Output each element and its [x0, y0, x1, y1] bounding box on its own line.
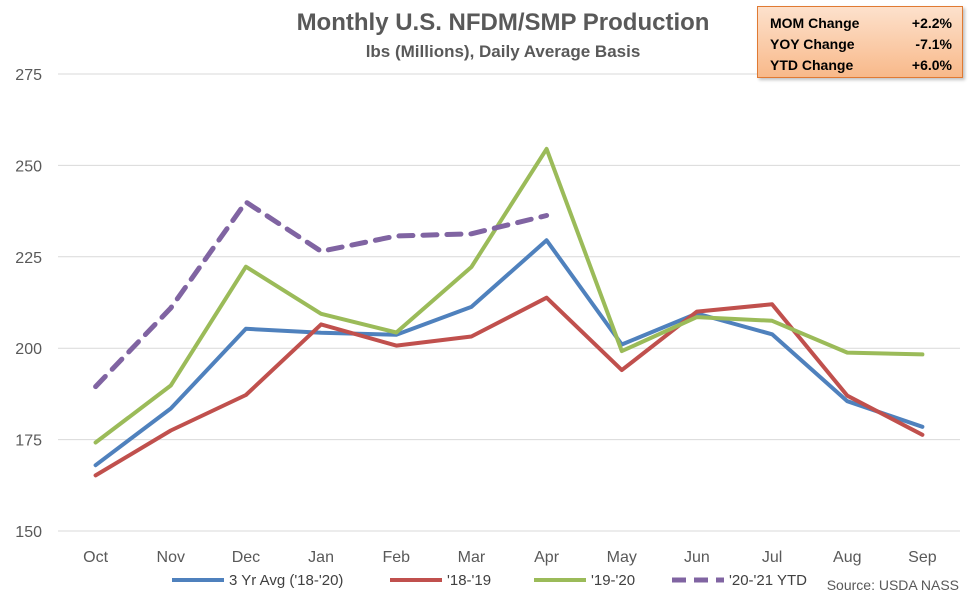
legend-label: '20-'21 YTD [729, 572, 807, 589]
stat-label: YOY Change [770, 36, 855, 52]
series-line [93, 146, 925, 445]
stats-box: MOM Change +2.2% YOY Change -7.1% YTD Ch… [757, 6, 963, 78]
legend-label: 3 Yr Avg ('18-'20) [229, 572, 343, 589]
y-axis-ticks: 150 175 200 225 250 275 [15, 67, 42, 541]
y-tick-label: 275 [15, 67, 42, 84]
x-tick-label: Jan [308, 549, 334, 566]
x-tick-label: Aug [833, 549, 861, 566]
x-tick-label: May [607, 549, 637, 566]
series-line [93, 238, 925, 468]
chart-subtitle: lbs (Millions), Daily Average Basis [366, 42, 641, 61]
stat-value: -7.1% [915, 36, 952, 52]
stat-row-ytd: YTD Change +6.0% [770, 55, 952, 76]
x-axis-ticks: Oct Nov Dec Jan Feb Mar Apr May Jun Jul Aug Sep [83, 549, 937, 566]
stat-row-yoy: YOY Change -7.1% [770, 34, 952, 55]
x-tick-label: Apr [534, 549, 560, 566]
x-tick-label: Jun [684, 549, 710, 566]
x-tick-label: Mar [458, 549, 486, 566]
series-lines [93, 146, 925, 478]
x-tick-label: Oct [83, 549, 108, 566]
x-tick-label: Jul [762, 549, 782, 566]
stat-label: YTD Change [770, 57, 854, 73]
x-tick-label: Nov [157, 549, 185, 566]
x-tick-label: Feb [382, 549, 410, 566]
x-tick-label: Sep [908, 549, 937, 566]
series-line [93, 295, 925, 478]
legend-label: '18-'19 [447, 572, 491, 589]
y-tick-label: 175 [15, 433, 42, 450]
y-tick-label: 225 [15, 250, 42, 267]
legend: 3 Yr Avg ('18-'20) '18-'19 '19-'20 '20-'21 … [172, 572, 807, 589]
legend-label: '19-'20 [591, 572, 635, 589]
stat-row-mom: MOM Change +2.2% [770, 13, 952, 34]
source-note: Source: USDA NASS [827, 577, 959, 593]
stat-label: MOM Change [770, 15, 860, 31]
stat-value: +6.0% [911, 57, 952, 73]
y-tick-label: 150 [15, 524, 42, 541]
stat-value: +2.2% [911, 15, 952, 31]
chart-title: Monthly U.S. NFDM/SMP Production [297, 9, 710, 36]
x-tick-label: Dec [232, 549, 260, 566]
grid-lines [58, 73, 960, 532]
y-tick-label: 250 [15, 158, 42, 175]
y-tick-label: 200 [15, 341, 42, 358]
series-line [93, 199, 550, 390]
